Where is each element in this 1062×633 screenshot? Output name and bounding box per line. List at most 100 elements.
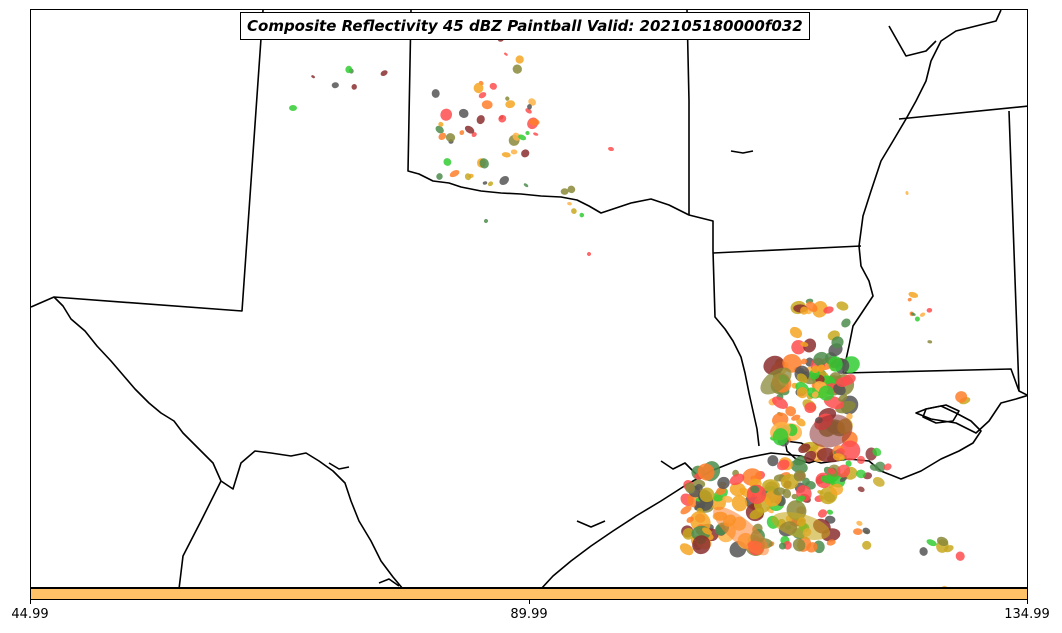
map-panel xyxy=(30,9,1028,588)
reflectivity-blob xyxy=(440,108,453,121)
reflectivity-blob xyxy=(505,100,516,109)
reflectivity-blob xyxy=(772,396,788,409)
reflectivity-blob xyxy=(798,443,811,454)
colorbar-tick-max xyxy=(1027,600,1028,604)
reflectivity-blob xyxy=(473,82,484,94)
reflectivity-blob xyxy=(839,440,861,461)
reflectivity-blob xyxy=(499,175,509,186)
state-border-tx-ok xyxy=(407,10,760,447)
reflectivity-blob xyxy=(438,121,444,127)
reflectivity-blob xyxy=(459,130,465,136)
reflectivity-blob xyxy=(874,461,886,473)
colorbar-tick-min xyxy=(30,600,31,604)
reflectivity-blob xyxy=(785,406,797,417)
reflectivity-blob xyxy=(800,341,809,347)
reflectivity-blob xyxy=(729,473,745,486)
reflectivity-blob xyxy=(857,486,865,493)
reflectivity-blob xyxy=(523,183,529,188)
reflectivity-blob xyxy=(856,520,863,526)
reflectivity-blob xyxy=(811,391,819,398)
reflectivity-blob xyxy=(823,306,834,314)
gulf-coastline xyxy=(541,394,1027,587)
reflectivity-blob xyxy=(478,92,487,99)
reflectivity-blob xyxy=(804,450,817,463)
reflectivity-blob xyxy=(482,181,488,185)
reflectivity-blob xyxy=(772,428,789,446)
reflectivity-blob xyxy=(684,482,696,494)
reflectivity-blob xyxy=(479,158,489,169)
reflectivity-blob xyxy=(820,475,836,484)
reflectivity-blob xyxy=(942,585,948,587)
reflectivity-blob xyxy=(836,301,849,311)
reflectivity-blob xyxy=(760,367,792,395)
reflectivity-blob xyxy=(827,468,836,475)
reflectivity-blob xyxy=(289,105,297,111)
state-border-la-ms xyxy=(842,368,1027,396)
reflectivity-blob xyxy=(777,459,790,471)
reflectivity-blob xyxy=(731,495,748,512)
reflectivity-blob xyxy=(682,528,695,540)
reflectivity-blob xyxy=(767,455,779,467)
reflectivity-blob xyxy=(697,463,715,481)
reflectivity-blob xyxy=(789,326,803,339)
reflectivity-blob xyxy=(476,115,485,125)
reflectivity-blob xyxy=(778,542,787,550)
reflectivity-blob xyxy=(796,373,808,384)
reflectivity-blob xyxy=(445,133,456,142)
reflectivity-blob xyxy=(800,306,809,315)
reflectivity-blob xyxy=(443,158,452,166)
reflectivity-blob xyxy=(587,252,591,256)
reflectivity-blob xyxy=(907,297,912,302)
reflectivity-blob xyxy=(435,125,444,134)
reflectivity-blob xyxy=(926,307,933,313)
reflectivity-blob xyxy=(800,358,808,365)
reflectivity-blob xyxy=(510,149,518,155)
reflectivity-blob xyxy=(791,414,801,421)
reflectivity-blob xyxy=(498,114,507,123)
reflectivity-blob xyxy=(484,219,488,223)
coast-detail-3 xyxy=(730,150,754,154)
reflectivity-blob xyxy=(436,173,443,180)
reflectivity-blob xyxy=(481,100,493,110)
reflectivity-blob xyxy=(438,132,447,141)
reflectivity-blob xyxy=(501,152,511,158)
colorbar-tick-mid xyxy=(529,600,530,604)
reflectivity-blob xyxy=(883,463,892,471)
reflectivity-blob xyxy=(431,89,440,98)
reflectivity-blob xyxy=(722,495,733,503)
reflectivity-blob xyxy=(518,134,527,141)
reflectivity-blob xyxy=(380,70,388,76)
reflectivity-blob xyxy=(512,132,521,141)
reflectivity-blob xyxy=(919,312,926,317)
reflectivity-blob xyxy=(831,336,844,349)
reflectivity-blob xyxy=(828,356,843,372)
reflectivity-blob xyxy=(331,82,339,89)
reflectivity-blob xyxy=(955,551,965,561)
reflectivity-blob xyxy=(351,84,357,90)
reflectivity-blob xyxy=(856,455,865,464)
reflectivity-blob xyxy=(571,208,577,214)
colorbar xyxy=(30,588,1028,600)
reflectivity-blob xyxy=(845,460,852,467)
reflectivity-blob xyxy=(846,413,853,420)
reflectivity-blob xyxy=(862,540,872,550)
reflectivity-blob xyxy=(809,414,853,448)
reflectivity-blob xyxy=(826,509,834,515)
reflectivity-blob xyxy=(853,528,863,536)
colorbar-tick-label-max: 134.99 xyxy=(1004,607,1050,622)
reflectivity-blob xyxy=(311,75,315,79)
reflectivity-blob xyxy=(694,503,706,511)
reflectivity-blob xyxy=(806,542,818,553)
reflectivity-blob xyxy=(826,539,836,546)
reflectivity-blob xyxy=(955,391,968,403)
reflectivity-blob xyxy=(832,453,845,461)
reflectivity-blob xyxy=(862,527,871,535)
reflectivity-blob xyxy=(487,181,494,187)
reflectivity-blob xyxy=(811,365,820,374)
reflectivity-blob xyxy=(822,375,836,386)
reflectivity-blob xyxy=(830,483,844,496)
reflectivity-blob xyxy=(908,291,919,298)
reflectivity-blob xyxy=(803,338,817,353)
mexico-state-border xyxy=(178,480,222,587)
reflectivity-blob xyxy=(560,188,569,195)
